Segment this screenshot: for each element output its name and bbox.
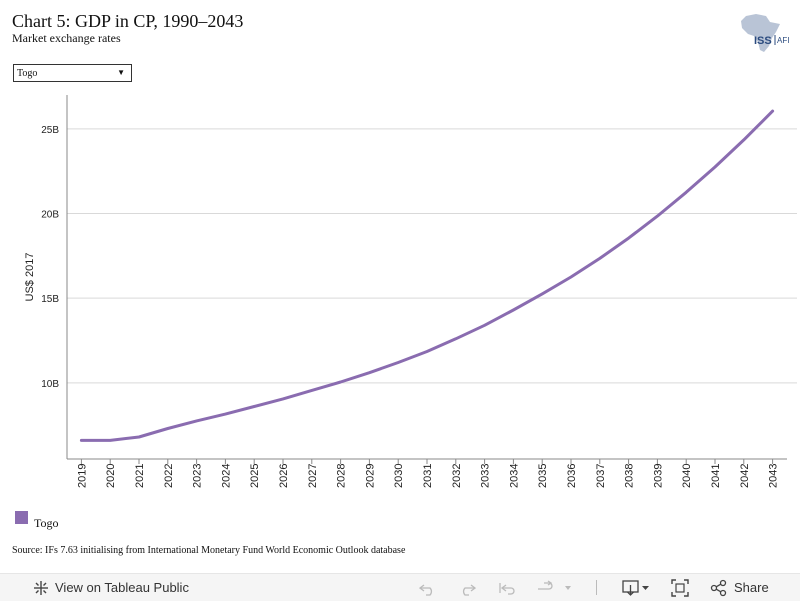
toolbar-divider [596,580,597,595]
download-icon [622,579,649,596]
y-tick-label: 20B [41,210,59,221]
x-tick-label: 2024 [220,464,232,488]
x-tick-label: 2038 [624,464,636,488]
x-tick-label: 2028 [336,464,348,488]
x-tick-label: 2020 [105,464,117,488]
dropdown-selected-value: Togo [17,68,38,79]
x-tick-label: 2041 [710,464,722,488]
x-tick-label: 2031 [422,464,434,488]
x-tick-label: 2036 [566,464,578,488]
caret-down-icon: ▼ [117,68,125,77]
x-tick-label: 2032 [451,464,463,488]
undo-icon [419,583,433,596]
country-filter-dropdown[interactable]: Togo ▼ [13,64,132,82]
x-tick-label: 2021 [134,464,146,488]
x-tick-label: 2042 [739,464,751,488]
chart-title: Chart 5: GDP in CP, 1990–2043 [12,11,244,31]
x-tick-label: 2022 [163,464,175,488]
x-tick-label: 2029 [364,464,376,488]
logo-suffix-text: AFI [777,36,789,45]
x-tick-label: 2027 [307,464,319,488]
share-icon [710,579,727,596]
x-tick-label: 2037 [595,464,607,488]
revert-button[interactable] [498,574,516,601]
download-button[interactable] [622,574,652,601]
tableau-logo-icon [34,580,48,595]
redo-button[interactable] [458,574,476,601]
x-tick-label: 2039 [652,464,664,488]
view-on-tableau-button[interactable]: View on Tableau Public [33,574,189,601]
share-label: Share [734,580,769,595]
x-tick-label: 2030 [393,464,405,488]
share-button[interactable]: Share [710,574,769,601]
x-tick-label: 2033 [480,464,492,488]
y-tick-label: 10B [41,379,59,390]
y-tick-label: 15B [41,294,59,305]
x-tick-label: 2023 [192,464,204,488]
x-tick-label: 2043 [768,464,780,488]
chart-subtitle: Market exchange rates [12,31,121,45]
undo-button[interactable] [419,574,437,601]
fullscreen-icon [671,578,689,597]
y-axis-title: US$ 2017 [24,253,36,302]
africa-map-icon: ISS AFI [741,14,789,52]
x-tick-label: 2019 [76,464,88,488]
iss-africa-logo: ISS AFI [736,12,796,56]
legend-label: Togo [34,516,59,530]
x-tick-label: 2035 [537,464,549,488]
x-tick-label: 2025 [249,464,261,488]
y-tick-label: 25B [41,125,59,136]
refresh-icon [538,579,571,590]
source-note: Source: IFs 7.63 initialising from Inter… [12,545,406,556]
series-line-togo [79,109,775,442]
x-tick-label: 2026 [278,464,290,488]
logo-text: ISS [754,35,772,47]
x-tick-label: 2040 [681,464,693,488]
x-tick-label: 2034 [508,464,520,488]
redo-icon [462,583,476,596]
line-chart: 10B 15B 20B 25B 2019 2020 2021 2022 2023 2024 2025… [24,95,797,488]
refresh-button[interactable] [536,574,572,601]
tableau-toolbar: View on Tableau Public [0,573,800,601]
fullscreen-button[interactable] [671,574,689,601]
legend-swatch [15,511,28,524]
view-on-tableau-label: View on Tableau Public [55,580,189,595]
revert-icon [499,582,515,595]
